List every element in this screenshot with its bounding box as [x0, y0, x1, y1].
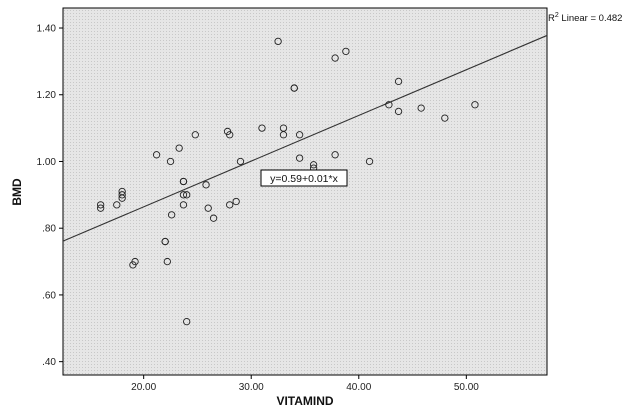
- data-point: [441, 114, 449, 122]
- data-point: [226, 131, 234, 139]
- data-point: [191, 131, 199, 139]
- equation-annotation: y=0.59+0.01*x: [260, 169, 348, 187]
- y-tick-label: .60: [42, 290, 56, 301]
- data-point: [167, 211, 176, 219]
- data-point: [96, 201, 105, 209]
- data-point: [118, 191, 126, 199]
- data-point: [232, 197, 240, 206]
- data-point: [163, 257, 171, 266]
- data-point: [385, 101, 393, 109]
- data-point: [226, 201, 234, 209]
- data-point: [204, 204, 212, 212]
- r2-value: Linear = 0.482: [559, 13, 623, 24]
- data-point: [365, 157, 374, 166]
- data-point: [166, 157, 175, 166]
- fit-line: [62, 34, 548, 242]
- data-point: [161, 237, 169, 246]
- r2-superscript: 2: [555, 12, 559, 19]
- y-tick-label: .80: [42, 224, 56, 235]
- equation-label: y=0.59+0.01*x: [270, 173, 338, 185]
- data-point: [342, 47, 350, 56]
- data-point: [236, 157, 245, 166]
- data-point: [394, 107, 403, 116]
- x-tick-label: 40.00: [346, 382, 371, 393]
- data-point: [118, 194, 126, 202]
- data-point: [295, 154, 304, 162]
- y-tick-label: 1.00: [37, 157, 57, 168]
- y-tick-label: 1.40: [37, 24, 57, 35]
- data-point: [96, 204, 105, 212]
- y-tick-label: 1.20: [37, 90, 57, 101]
- data-point: [258, 124, 266, 132]
- data-point: [152, 151, 161, 159]
- data-point: [175, 144, 183, 152]
- data-point: [417, 104, 425, 112]
- r2-label: R: [548, 13, 555, 24]
- data-point: [183, 317, 191, 326]
- data-point: [471, 101, 479, 109]
- y-tick-label: .40: [42, 357, 56, 368]
- x-tick-label: 50.00: [454, 382, 479, 393]
- data-point: [113, 201, 121, 209]
- plot-area: [62, 7, 548, 376]
- data-point: [309, 161, 318, 169]
- data-point: [209, 214, 218, 222]
- data-point: [183, 191, 191, 199]
- data-point: [331, 54, 339, 62]
- data-point: [131, 257, 139, 266]
- equation-box: [260, 169, 348, 187]
- data-point: [179, 191, 188, 199]
- data-point: [290, 84, 298, 92]
- x-tick-label: 30.00: [239, 382, 264, 393]
- data-point: [295, 131, 304, 139]
- data-point: [274, 37, 282, 46]
- r2-annotation: R2 Linear = 0.482: [548, 12, 622, 24]
- data-point: [202, 181, 210, 189]
- data-point: [331, 151, 339, 159]
- x-tick-label: 20.00: [131, 382, 156, 393]
- data-point: [179, 177, 188, 186]
- data-point: [394, 77, 403, 86]
- x-axis-title: VITAMIND: [276, 394, 333, 408]
- data-point: [179, 201, 188, 209]
- y-axis-title: BMD: [10, 178, 24, 206]
- data-point: [279, 131, 288, 139]
